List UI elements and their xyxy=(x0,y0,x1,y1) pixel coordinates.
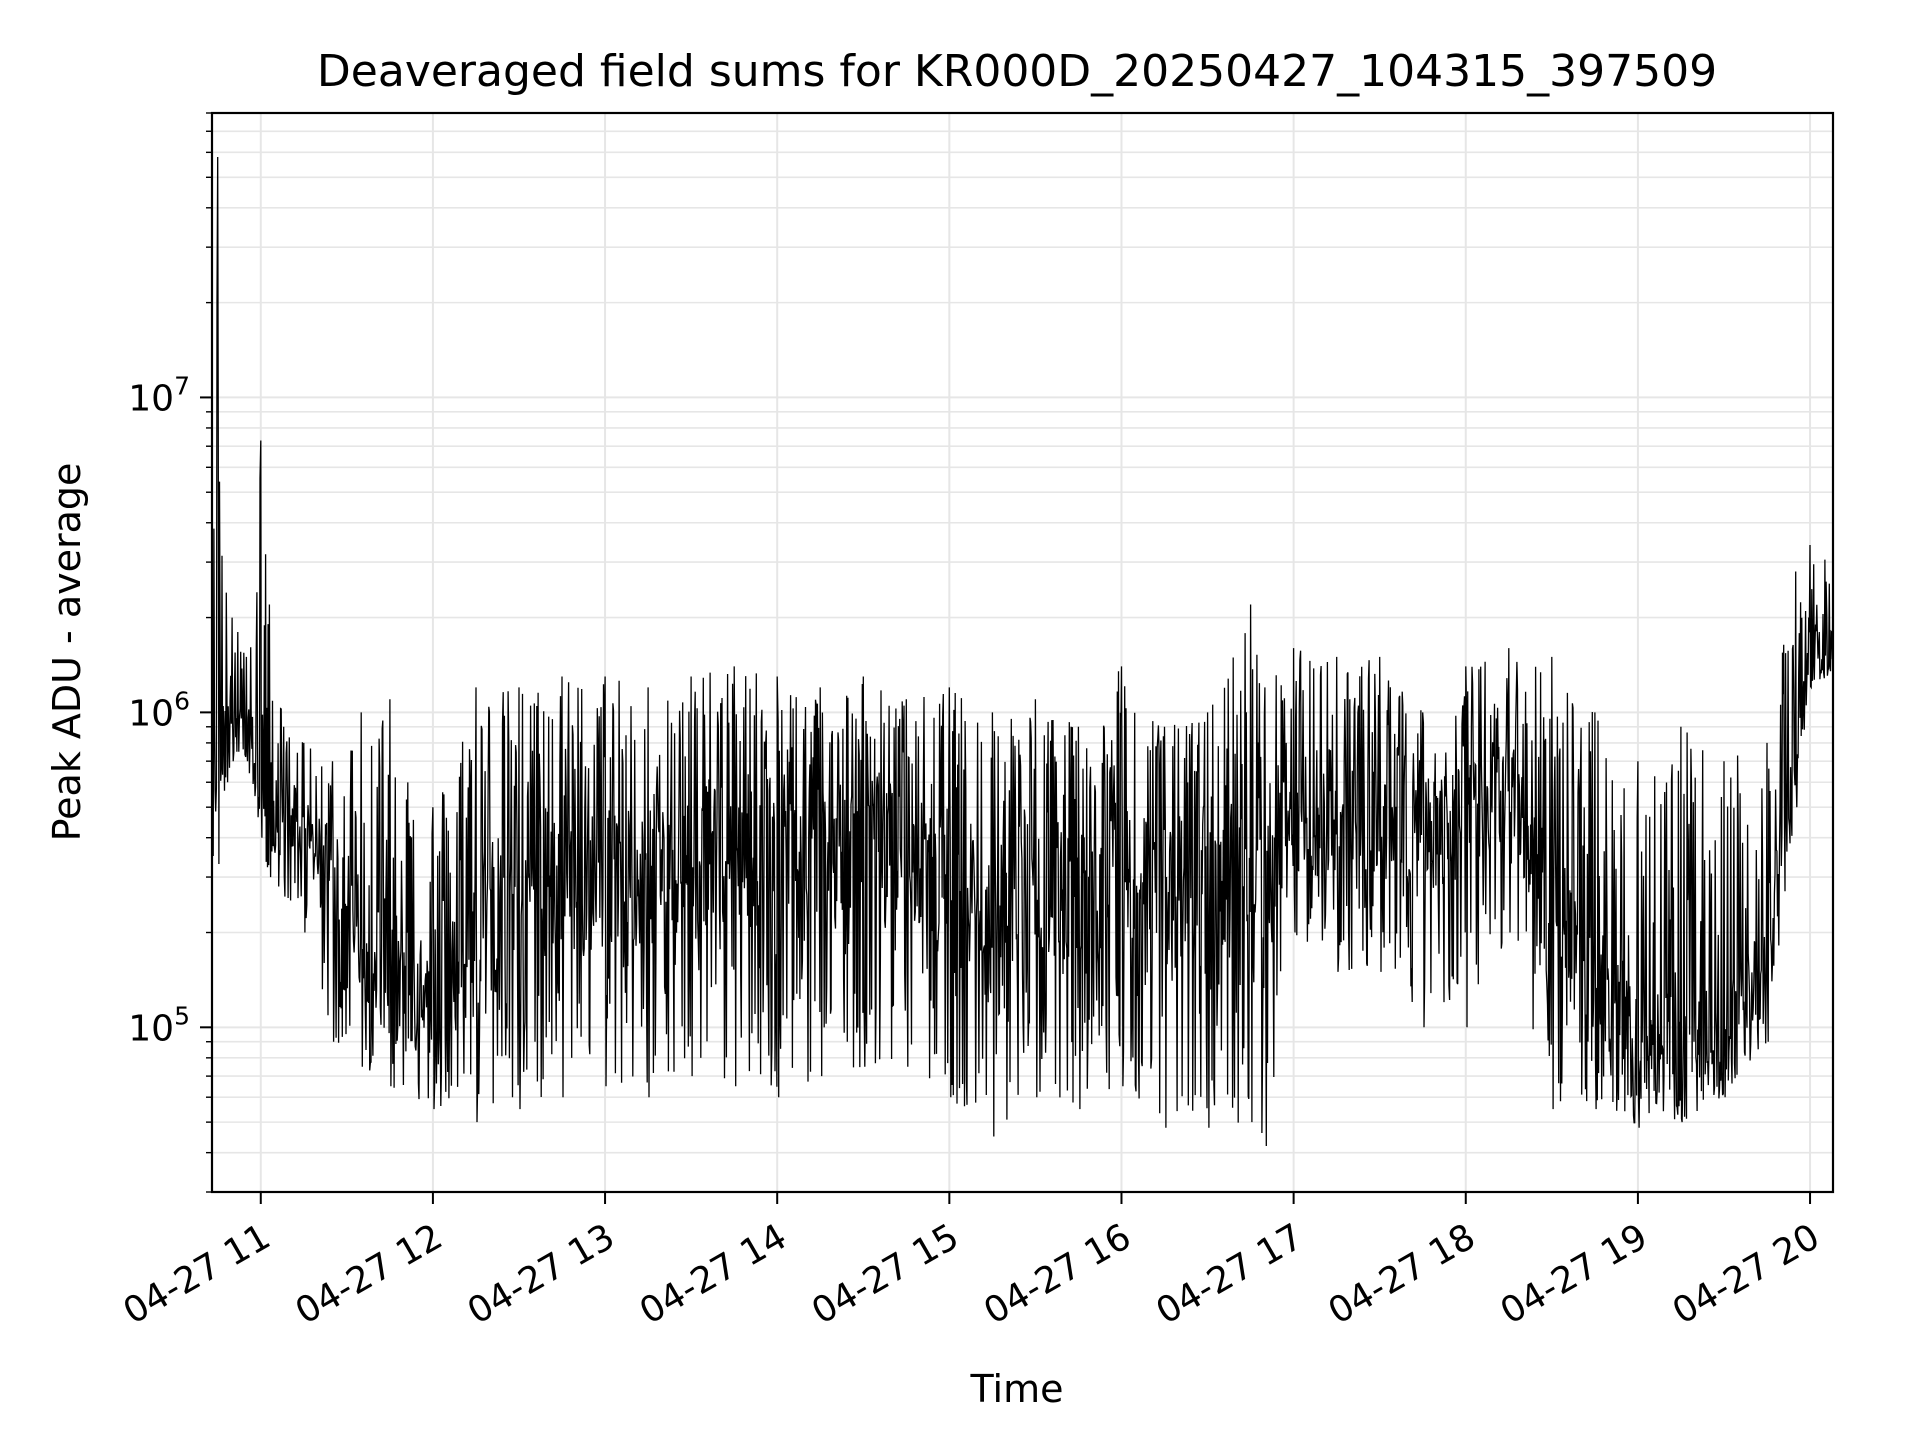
chart-title: Deaveraged field sums for KR000D_2025042… xyxy=(317,46,1717,97)
plot-area xyxy=(211,156,1834,1147)
y-tick-label: 107 xyxy=(128,371,190,419)
y-axis-label: Peak ADU - average xyxy=(45,463,89,842)
x-axis-label: Time xyxy=(970,1367,1064,1411)
y-axis: 105 106 107 xyxy=(128,112,212,1193)
axes-frame xyxy=(210,111,1835,1194)
series-line xyxy=(211,156,1834,1147)
y-tick-label: 106 xyxy=(128,686,190,734)
y-tick-label: 105 xyxy=(128,1001,190,1049)
